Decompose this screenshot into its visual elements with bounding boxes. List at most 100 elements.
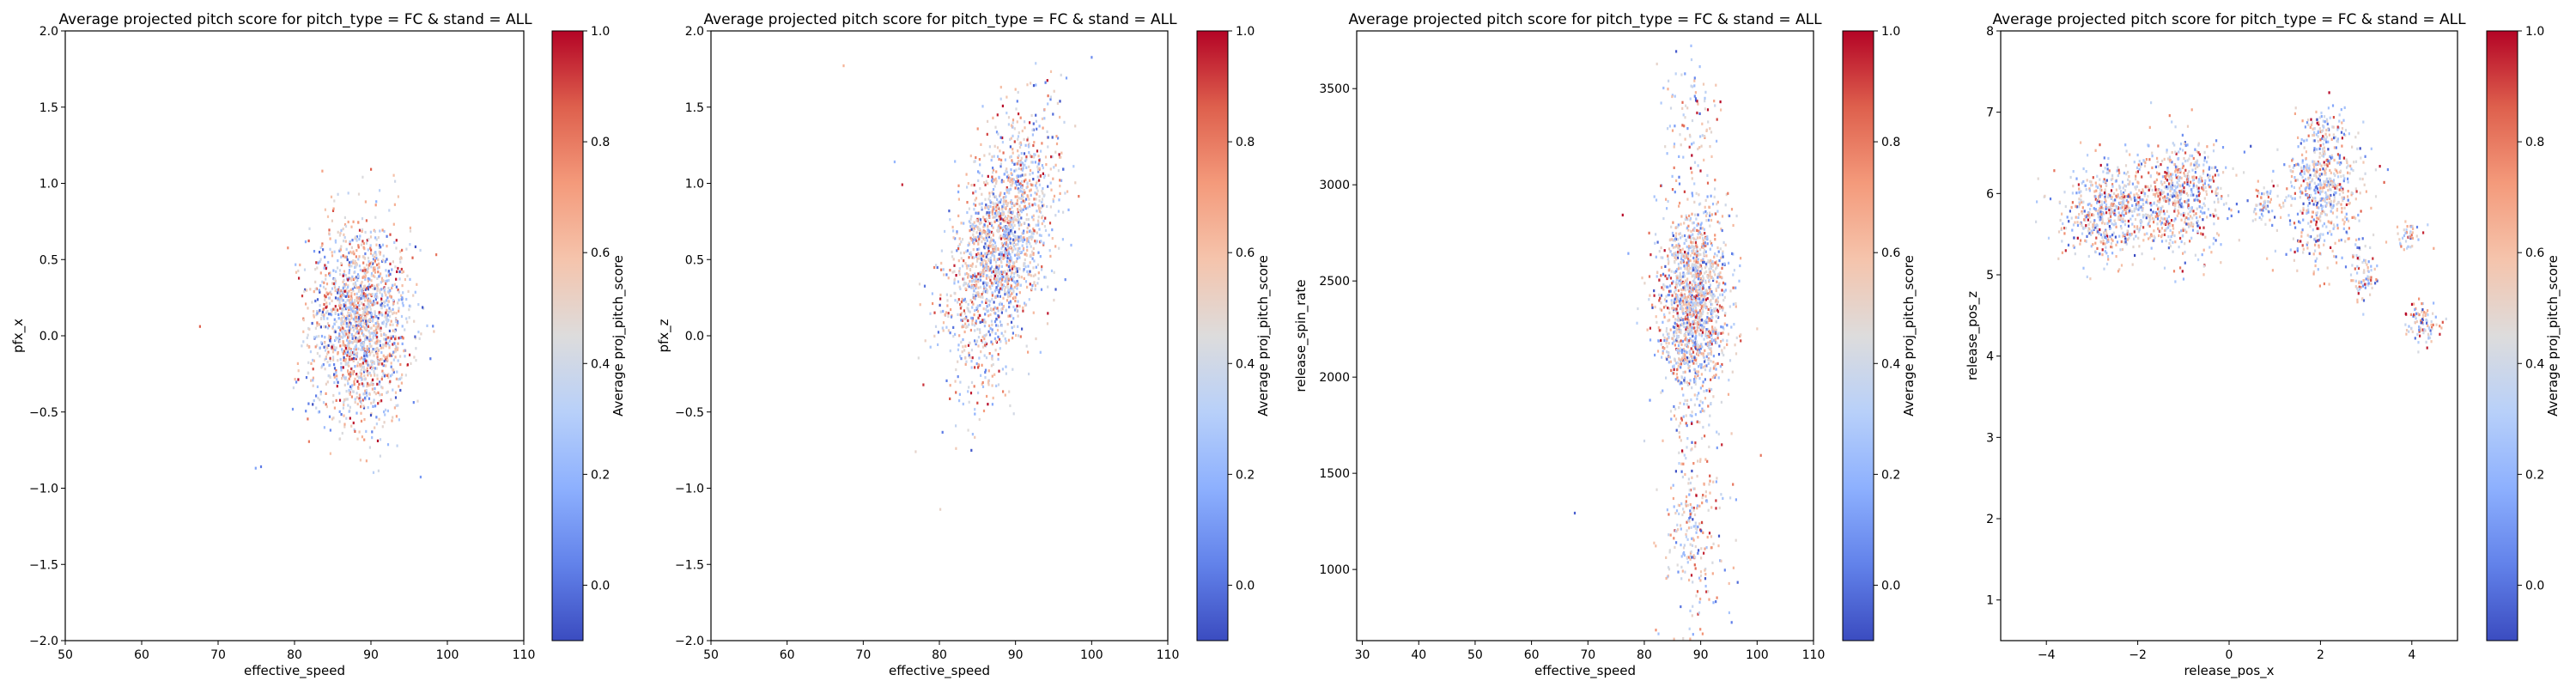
data-point [343, 375, 345, 379]
data-point [329, 237, 331, 240]
data-point [1697, 370, 1700, 374]
data-point [379, 393, 381, 397]
data-point [395, 246, 398, 250]
data-point [1699, 344, 1702, 348]
data-point [351, 302, 354, 306]
data-point [1707, 218, 1710, 222]
data-point [357, 313, 360, 317]
data-point [385, 344, 387, 348]
data-point [368, 264, 370, 267]
data-point [1703, 253, 1705, 257]
data-point [343, 333, 345, 337]
data-point [1716, 301, 1718, 305]
data-point [327, 296, 331, 300]
data-point [1677, 364, 1680, 368]
data-point [325, 356, 327, 359]
data-point [314, 326, 317, 330]
data-point [947, 329, 950, 332]
data-point [343, 398, 346, 402]
data-point [1680, 376, 1683, 380]
data-point [1714, 179, 1716, 182]
data-point [1009, 289, 1012, 293]
data-point [357, 289, 360, 293]
data-point [1002, 218, 1005, 222]
data-point [1667, 307, 1669, 310]
data-point [1017, 212, 1019, 216]
data-point [1680, 301, 1683, 305]
data-point [379, 229, 381, 233]
data-point [396, 370, 398, 374]
data-point [949, 350, 951, 353]
y-tick-label: 0.5 [39, 253, 58, 267]
data-point [1015, 307, 1018, 311]
data-point [1698, 272, 1701, 277]
data-point [1686, 356, 1688, 360]
data-point [355, 239, 358, 242]
data-point [957, 313, 959, 316]
data-point [995, 278, 998, 282]
data-point [1636, 321, 1638, 325]
data-point [373, 329, 375, 333]
data-point [1037, 204, 1040, 208]
data-point [1019, 283, 1022, 287]
data-point [349, 358, 351, 362]
data-point [324, 341, 326, 344]
data-point [982, 345, 985, 349]
data-point [1029, 121, 1031, 125]
data-point [359, 268, 361, 272]
data-point [1674, 358, 1676, 362]
data-point [1674, 407, 1677, 410]
data-point [343, 315, 345, 319]
data-point [1026, 270, 1029, 273]
data-point [1666, 207, 1668, 210]
data-point [394, 348, 397, 351]
data-point [374, 236, 377, 240]
data-point [986, 394, 988, 398]
data-point [397, 321, 399, 325]
data-point [1668, 361, 1670, 364]
data-point [969, 217, 972, 221]
data-point [1713, 329, 1716, 332]
data-point [352, 220, 355, 223]
data-point [386, 296, 389, 300]
data-point [1005, 199, 1007, 203]
data-point [1678, 362, 1681, 366]
data-point [1010, 276, 1012, 279]
data-point [370, 271, 374, 276]
data-point [348, 346, 350, 350]
data-point [1006, 216, 1009, 221]
data-point [416, 399, 419, 403]
data-point [376, 295, 379, 299]
data-point [1004, 330, 1006, 333]
data-point [348, 373, 350, 376]
data-point [365, 219, 368, 222]
data-point [395, 239, 398, 242]
data-point [1004, 215, 1006, 218]
data-point [1091, 56, 1093, 59]
data-point [344, 362, 347, 366]
data-point [1717, 376, 1720, 380]
data-point [987, 182, 989, 185]
data-point [337, 291, 339, 295]
data-point [1010, 286, 1012, 289]
data-point [358, 307, 361, 311]
data-point [319, 251, 321, 254]
data-point [357, 221, 360, 224]
data-point [946, 304, 949, 307]
data-point [1716, 264, 1720, 267]
data-point [991, 212, 993, 216]
data-point [1700, 279, 1703, 283]
data-point [970, 253, 973, 257]
data-point [1705, 214, 1708, 217]
data-point [1710, 337, 1713, 341]
data-point [1024, 238, 1026, 241]
data-point [357, 386, 360, 390]
data-point [371, 293, 374, 296]
data-point [919, 303, 921, 307]
data-point [367, 363, 369, 367]
data-point [1687, 252, 1690, 255]
data-point [354, 318, 356, 322]
data-point [357, 301, 360, 305]
data-point [980, 257, 982, 260]
data-point [1017, 325, 1019, 328]
